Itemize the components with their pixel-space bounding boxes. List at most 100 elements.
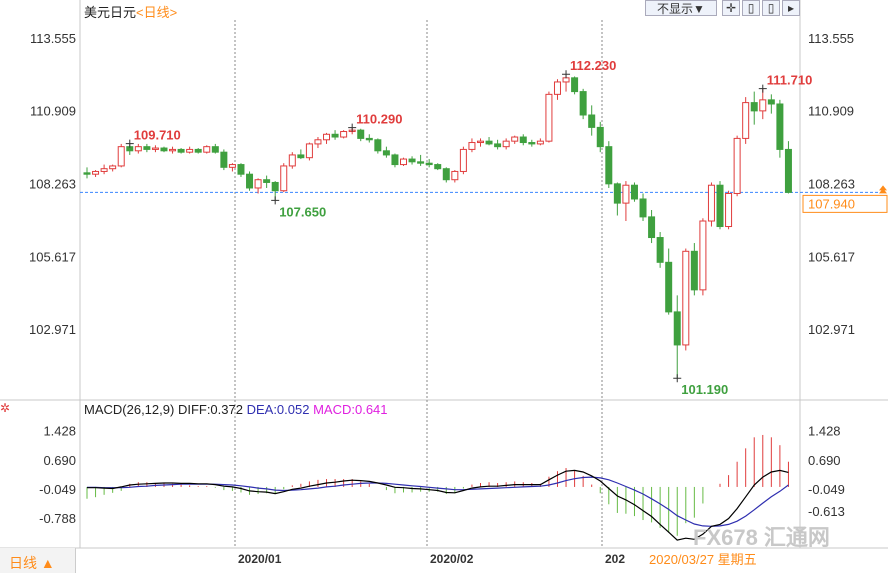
y-tick-label-right: 105.617 (808, 249, 855, 264)
candle-down (750, 102, 758, 112)
candle-down (579, 91, 587, 116)
period-selector-button[interactable]: 日线 ▲ (0, 548, 76, 573)
candle-down (237, 164, 245, 175)
period-link[interactable]: <日线> (136, 5, 178, 20)
candle-down (382, 150, 390, 156)
candle-down (374, 139, 382, 152)
diff-line (87, 469, 789, 541)
candle-down (143, 146, 151, 150)
candle-down (246, 173, 254, 189)
diff-readout: DIFF:0.372 (177, 402, 243, 417)
candle-up (288, 154, 296, 167)
candle-up (117, 146, 125, 167)
candle-down (485, 140, 493, 145)
watermark: FX678 汇通网 (693, 525, 830, 550)
candle-up (186, 148, 194, 153)
candle-up (400, 158, 408, 166)
candle-up (151, 147, 159, 150)
macd-y-tick-left: 0.690 (43, 453, 76, 468)
y-tick-label-right: 108.263 (808, 176, 855, 191)
candle-up (323, 133, 331, 141)
candle-down (767, 99, 775, 105)
candle-down (365, 137, 373, 141)
candle-down (596, 126, 604, 148)
y-tick-label-right: 102.971 (808, 322, 855, 337)
candle-up (254, 179, 262, 189)
macd-y-tick-right: 0.690 (808, 453, 841, 468)
candle-down (690, 250, 698, 291)
candle-down (160, 147, 168, 152)
y-tick-label-left: 105.617 (29, 249, 76, 264)
candle-down (331, 133, 339, 138)
y-tick-label-left: 113.555 (30, 31, 76, 46)
candle-down (588, 114, 596, 128)
candle-up (699, 220, 707, 291)
candle-down (220, 151, 228, 168)
high-price-label: 109.710 (134, 128, 181, 143)
candle-up (476, 140, 484, 144)
candle-up (109, 165, 117, 170)
x-tick-label: 202 (605, 552, 625, 566)
scroll-right-icon[interactable]: ▸ (782, 0, 800, 16)
zoom-out-icon[interactable]: ▯ (762, 0, 780, 16)
high-price-label: 111.710 (767, 73, 813, 88)
candle-down (571, 77, 579, 93)
candle-up (340, 131, 348, 138)
candle-up (92, 170, 100, 175)
candle-down (83, 172, 91, 175)
extreme-marker (758, 84, 767, 93)
high-price-label: 112.230 (570, 58, 616, 73)
candle-down (630, 184, 638, 200)
macd-title: MACD(26,12,9) (84, 402, 175, 417)
macd-y-tick-right: -0.049 (808, 482, 845, 497)
candle-down (656, 237, 664, 263)
candle-up (707, 184, 715, 222)
candle-up (451, 170, 459, 181)
symbol-title: 美元日元 (84, 5, 137, 20)
candle-down (519, 136, 527, 144)
candle-up (553, 81, 561, 95)
candle-down (357, 129, 365, 139)
candle-down (605, 146, 613, 185)
candle-down (776, 103, 784, 150)
macd-y-tick-right: -0.613 (808, 504, 845, 519)
extreme-marker (562, 70, 571, 79)
macd-y-tick-left: 1.428 (43, 424, 76, 439)
high-price-label: 110.290 (356, 112, 402, 127)
candle-up (228, 164, 236, 168)
candle-down (297, 154, 305, 159)
candle-down (434, 164, 442, 170)
y-tick-label-right: 113.555 (808, 31, 854, 46)
candle-up (502, 140, 510, 148)
candle-down (263, 179, 271, 183)
zoom-in-icon[interactable]: ▯ (742, 0, 760, 16)
macd-y-tick-left: -0.788 (39, 511, 76, 526)
extreme-marker (271, 196, 280, 205)
candle-up (682, 250, 690, 346)
candle-up (280, 165, 288, 192)
candle-up (203, 146, 211, 153)
y-tick-label-left: 102.971 (29, 322, 76, 337)
macd-y-tick-right: 1.428 (808, 424, 841, 439)
current-price-box (802, 194, 888, 213)
candle-up (305, 143, 313, 159)
x-tick-label: 2020/01 (238, 552, 282, 566)
candle-down (425, 162, 433, 166)
hide-indicator-dropdown[interactable]: 不显示▼ (645, 0, 717, 16)
candle-down (716, 184, 724, 228)
candle-down (391, 154, 399, 166)
candle-up (169, 148, 177, 152)
macd-y-tick-left: -0.049 (39, 482, 76, 497)
dea-readout: DEA:0.052 (246, 402, 310, 417)
candle-up (536, 140, 544, 145)
crosshair-icon[interactable]: ✛ (722, 0, 740, 16)
indicator-settings-icon[interactable]: ✲ (0, 401, 11, 415)
candle-down (784, 148, 792, 193)
candle-up (562, 77, 570, 83)
candle-down (673, 311, 681, 346)
chart-header: 美元日元<日线> (84, 2, 177, 21)
y-tick-label-right: 110.909 (808, 104, 854, 119)
candle-up (459, 148, 467, 172)
low-price-label: 101.190 (681, 382, 728, 397)
candle-up (314, 139, 322, 145)
